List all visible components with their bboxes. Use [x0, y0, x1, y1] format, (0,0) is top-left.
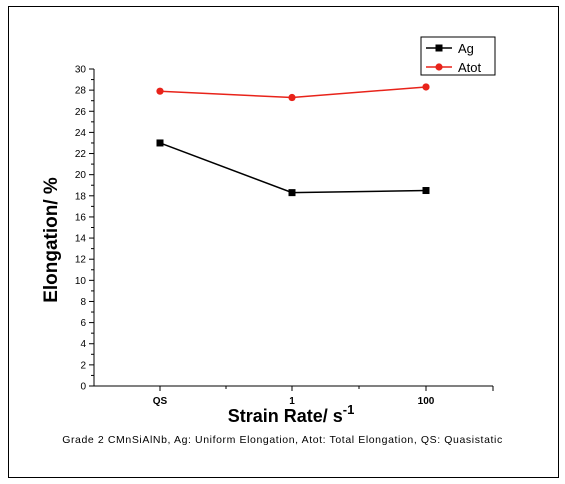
legend-marker-atot: [435, 63, 443, 71]
legend-label-ag: Ag: [458, 41, 474, 56]
y-tick-label: 6: [80, 318, 86, 329]
y-tick-label: 18: [75, 191, 87, 202]
y-tick-label: 28: [75, 86, 87, 97]
y-tick-label: 20: [75, 170, 87, 181]
y-tick-label: 10: [75, 276, 87, 287]
legend-box: [420, 36, 496, 76]
y-tick-label: 12: [75, 255, 87, 266]
y-tick-label: 4: [80, 339, 86, 350]
x-tick-label: 1: [289, 396, 295, 407]
data-point-atot: [422, 83, 430, 91]
data-point-atot: [288, 93, 296, 102]
data-point-ag: [422, 187, 430, 195]
y-tick-label: 8: [80, 297, 86, 308]
data-point-ag: [288, 189, 296, 197]
x-tick-label: 100: [418, 396, 435, 407]
x-tick-label: QS: [153, 396, 168, 407]
figure-frame: [8, 6, 559, 478]
y-tick-label: 30: [75, 65, 87, 76]
figure-caption: Grade 2 CMnSiAlNb, Ag: Uniform Elongatio…: [62, 434, 503, 446]
x-axis-label: Strain Rate/ s-1: [228, 402, 355, 426]
y-tick-label: 22: [75, 149, 87, 160]
y-tick-label: 2: [80, 360, 86, 371]
legend: Ag Atot: [420, 36, 496, 76]
y-tick-label: 0: [80, 382, 86, 393]
y-tick-label: 26: [75, 107, 87, 118]
data-point-ag: [156, 139, 164, 147]
y-tick-label: 16: [75, 212, 87, 223]
y-tick-label: 14: [75, 234, 87, 245]
data-point-atot: [156, 87, 164, 95]
legend-label-atot: Atot: [458, 60, 482, 75]
y-tick-label: 24: [75, 128, 87, 139]
series-line-ag: [159, 142, 427, 194]
y-axis-label: Elongation/ %: [41, 177, 62, 303]
legend-marker-ag: [435, 44, 443, 52]
